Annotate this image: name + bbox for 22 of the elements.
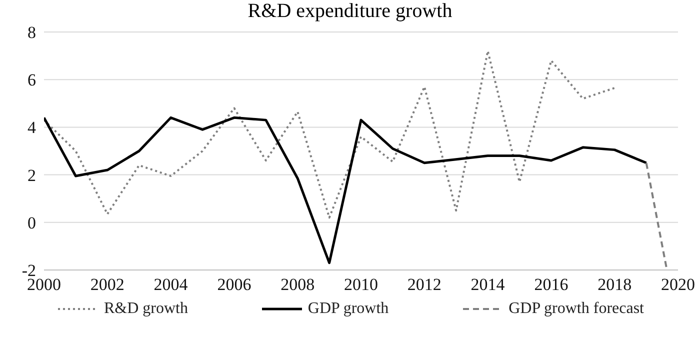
x-tick-label: 2018	[598, 275, 632, 294]
y-tick-label: 0	[28, 213, 36, 232]
legend-label: GDP growth	[308, 300, 389, 318]
x-tick-label: 2008	[280, 275, 315, 294]
y-tick-label: 2	[28, 166, 36, 185]
x-tick-label: 2020	[661, 275, 695, 294]
x-tick-label: 2002	[90, 275, 124, 294]
y-tick-label: 8	[28, 23, 36, 42]
legend-label: R&D growth	[104, 300, 188, 318]
x-tick-label: 2014	[470, 275, 506, 294]
y-tick-label: 6	[28, 70, 36, 90]
x-tick-label: 2016	[534, 275, 568, 294]
line-series	[44, 116, 648, 264]
line-series	[44, 50, 616, 219]
x-tick-label: 2000	[27, 275, 61, 294]
chart-title: R&D expenditure growth	[246, 0, 454, 22]
x-tick-label: 2012	[407, 275, 442, 294]
x-tick-label: 2010	[344, 275, 378, 294]
y-tick-label: 4	[28, 118, 36, 138]
x-tick-label: 2004	[154, 275, 188, 294]
x-tick-label: 2006	[217, 275, 252, 294]
legend-label: GDP growth forecast	[508, 300, 644, 318]
